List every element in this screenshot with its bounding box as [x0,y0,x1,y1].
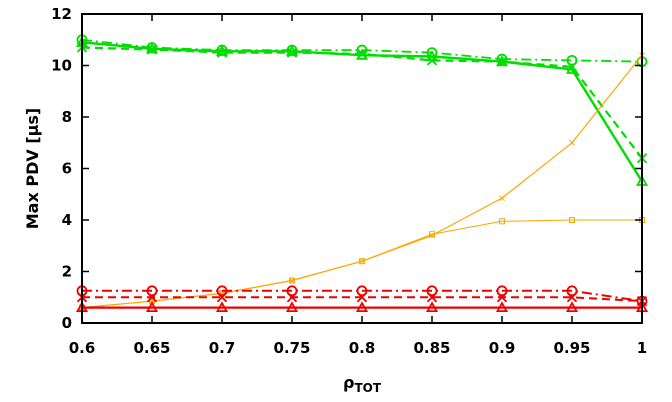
y-axis-label: Max PDV [µs] [23,108,42,230]
data-point-triangle [285,301,299,313]
x-tick-label: 1 [637,339,647,357]
series-line [81,38,643,63]
series-line [82,289,643,303]
x-tick-label: 0.95 [553,339,590,357]
data-point-cross [426,55,438,66]
data-point-circle [496,53,508,65]
data-point-circle [286,285,298,297]
series-1 [75,35,649,186]
x-axis-label-subscript: TOT [354,381,381,395]
data-point-circle [146,285,158,297]
x-tick-label: 0.65 [133,339,170,357]
series-line [81,46,643,159]
data-point-triangle [425,301,439,313]
y-tick-label: 0 [62,314,72,332]
data-point-triangle [145,301,159,313]
data-point-triangle [355,301,369,313]
data-point-circle [496,285,508,297]
data-point-circle [426,47,438,59]
x-tick-label: 0.85 [413,339,450,357]
data-point-triangle [215,301,229,313]
data-point-circle [146,42,158,53]
data-point-circle [356,285,368,297]
series-2 [76,42,648,164]
data-point-square [429,231,435,238]
y-tick-label: 12 [51,5,72,23]
series-5 [79,217,645,311]
x-axis-label-rho: ρ [343,373,354,392]
tick-layer: 0 2 4 6 8 10 12 0.6 0.65 0.7 0.75 0.8 0.85 0.9 0.95 1 [51,5,647,357]
data-point-square [359,258,365,265]
x-tick-label: 0.9 [489,339,516,357]
data-point-circle [566,285,578,297]
x-tick-label: 0.8 [349,339,376,357]
data-point-square [569,217,575,223]
data-point-circle [566,54,578,66]
plot-frame [81,13,643,324]
x-tick-label: 0.6 [69,339,96,357]
data-point-square [289,277,295,284]
data-point-triangle [565,301,579,313]
x-tick-label: 0.75 [273,339,310,357]
y-tick-label: 8 [62,108,72,126]
x-tick-label: 0.7 [209,339,236,357]
data-point-cross [499,195,505,201]
data-point-cross [569,139,575,146]
y-tick-label: 10 [51,57,72,75]
series-line [81,41,644,183]
series-line [81,54,643,309]
series-4 [79,52,645,311]
y-tick-label: 4 [62,211,72,229]
series-line [81,219,642,309]
y-tick-label: 2 [62,263,72,281]
y-tick-label: 6 [62,160,72,178]
data-point-square [499,218,505,225]
data-point-circle [356,44,368,56]
series-layer [75,34,649,313]
data-point-circle [216,285,228,297]
series-6 [75,301,649,313]
data-point-circle [216,44,228,56]
data-point-circle [426,285,438,297]
data-point-circle [286,44,298,56]
x-axis-label: ρTOT [343,373,382,395]
data-point-triangle [495,301,509,313]
series-8 [76,285,648,307]
